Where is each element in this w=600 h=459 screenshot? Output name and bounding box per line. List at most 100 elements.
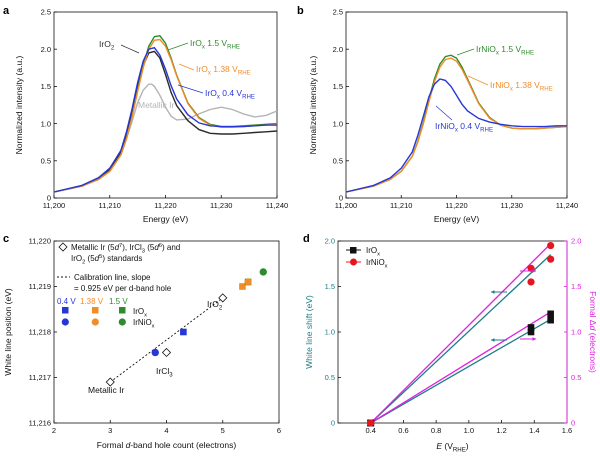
label-ircl3-part-0: IrCl	[156, 366, 169, 376]
y-tick-label: 0	[339, 194, 343, 203]
legend-irniox-circle	[91, 318, 99, 326]
x-tick-label: 11,240	[266, 201, 288, 210]
series-line-iro_mid	[53, 38, 278, 193]
label-iro-1-5v-part-1: x	[202, 44, 205, 51]
label-metallic-ir: Metallic Ir	[88, 385, 125, 395]
y-right-axis-label-part-2: (electrons)	[588, 330, 598, 373]
legend-standards-line2-part-5: ) standards	[102, 254, 142, 263]
irniox-point	[151, 348, 159, 357]
legend-calibration-line1: Calibration line, slope	[74, 273, 151, 282]
x-tick-label: 11,230	[210, 201, 232, 210]
iro-point	[180, 328, 187, 336]
legend-standards-line2-part-0: IrO	[71, 254, 82, 263]
pointer-irniox-1-5v	[456, 48, 475, 56]
y-axis-label: Normalized intensity (a.u.)	[14, 55, 24, 154]
label-irniox-1-38v-part-1: x	[510, 86, 513, 93]
y-tick-label: 1.5	[325, 282, 335, 291]
label-metallic-ir: Metallic Ir	[138, 100, 175, 110]
x-axis-label-part-0: Formal	[97, 440, 126, 450]
legend-v-1-38: 1.38 V	[80, 297, 104, 306]
x-axis-label-part-0: E	[436, 441, 442, 451]
x-tick-label: 0.4	[365, 426, 375, 435]
arrow-left-top-head	[491, 290, 495, 294]
y-tick-label: 0.5	[333, 157, 343, 166]
y-right-tick-label: 0	[571, 419, 575, 428]
iro-point	[239, 283, 246, 290]
legend-calibration-line2: = 0.925 eV per d-band hole	[74, 284, 172, 293]
legend-irniox-label-part-0: IrNiO	[366, 258, 385, 267]
label-iro-1-5v-part-0: IrO	[190, 38, 202, 48]
y-right-axis-label-part-0: Formal Δ	[588, 291, 598, 326]
label-irniox-1-5v-part-1: x	[496, 50, 499, 57]
pointer-irniox-1-38v	[467, 75, 489, 86]
legend-standards-line1-part-5: (5	[145, 243, 155, 252]
legend-standards-line2-part-3: d	[95, 254, 100, 263]
y-axis-label: White line position (eV)	[3, 288, 13, 376]
panel-c-chart: 2 3 4 5 6 11,216 11,217 11,218 11,219 11,220 Metal…	[3, 237, 281, 450]
legend-standards-line1: Metallic Ir (5d7), IrCl3 (5d6) and	[71, 243, 180, 255]
y-tick-label: 0.5	[41, 157, 51, 166]
label-iro2-part-0: IrO	[99, 39, 111, 49]
y-tick-label: 1.0	[333, 119, 343, 128]
legend-irniox-marker	[350, 258, 357, 266]
x-tick-label: 11,210	[99, 201, 121, 210]
irniox-shift-point	[547, 241, 555, 250]
legend-standards-line1-part-1: d	[115, 243, 120, 252]
label-iro2: IrO2	[99, 39, 115, 52]
iro-shift-point	[527, 328, 535, 336]
iro-shift-point	[547, 316, 554, 324]
pointer-iro-1-38v	[178, 63, 195, 71]
legend-standards-line2-part-2: (5	[85, 254, 95, 263]
panel-b-chart: 11,200 11,210 11,220 11,230 11,240 0 0.5 1.0 1.5…	[308, 8, 578, 224]
panel-letter-b: b	[297, 5, 304, 17]
x-tick-label: 1.6	[562, 426, 572, 435]
x-tick-label: 11,210	[390, 201, 412, 210]
y-axis-label: White line shift (eV)	[304, 295, 314, 369]
label-iro2-part-0: IrO	[207, 299, 219, 309]
pointer-irniox-0-4v	[435, 105, 453, 121]
calibration-line	[109, 297, 224, 383]
label-irniox-1-5v-part-0: IrNiO	[476, 44, 496, 54]
y-tick-label: 2.0	[333, 45, 343, 54]
x-tick-label: 1.4	[529, 426, 539, 435]
y-tick-label: 1.5	[41, 82, 51, 91]
panel-a-chart: 11,200 11,210 11,220 11,230 11,240 0 0.5 1.0 1.5…	[14, 8, 288, 224]
y-right-tick-label: 1.0	[571, 328, 581, 337]
y-right-tick-label: 0.5	[571, 373, 581, 382]
y-tick-label: 0	[47, 194, 51, 203]
y-tick-label: 2.5	[333, 8, 343, 17]
label-iro-0-4v-part-3: RHE	[242, 94, 255, 101]
x-tick-label: 0.8	[431, 426, 441, 435]
label-metallic-ir-part-0: Metallic Ir	[88, 385, 125, 395]
x-tick-label: 11,220	[154, 201, 176, 210]
x-axis-label-part-2: RHE	[453, 447, 466, 454]
y-tick-label: 1.0	[325, 328, 335, 337]
legend-iro-row-part-1: x	[144, 313, 147, 319]
label-irniox-1-5v-part-2: 1.5 V	[499, 44, 522, 54]
label-irniox-0-4v-part-3: RHE	[480, 127, 493, 134]
label-irniox-0-4v: IrNiOx 0.4 VRHE	[435, 121, 493, 134]
label-irniox-0-4v-part-2: 0.4 V	[458, 121, 481, 131]
x-tick-label: 11,200	[335, 201, 357, 210]
standard-marker	[218, 293, 228, 303]
legend-standards-line1-part-3: ), IrCl	[122, 243, 142, 252]
label-iro-0-4v: IrOx 0.4 VRHE	[205, 88, 255, 101]
legend-irniox-row: IrNiOx	[133, 318, 155, 330]
label-iro-1-38v-part-1: x	[208, 70, 211, 77]
label-iro-0-4v-part-0: IrO	[205, 88, 217, 98]
legend-standards-line1-part-7: 6	[159, 243, 162, 249]
label-irniox-1-38v-part-3: RHE	[540, 86, 553, 93]
legend-irniox-label: IrNiOx	[366, 258, 388, 270]
fit-line-mag_top	[370, 243, 552, 424]
label-iro2: IrO2	[207, 299, 223, 312]
legend-iro-square	[62, 307, 69, 314]
y-tick-label: 11,220	[29, 237, 51, 246]
label-irniox-1-5v: IrNiOx 1.5 VRHE	[476, 44, 534, 57]
y-tick-label: 0	[331, 419, 335, 428]
x-tick-label: 5	[221, 426, 225, 435]
legend-standards-line1-part-6: d	[154, 243, 159, 252]
series-line-niox_low	[345, 78, 567, 193]
legend-standards-line1-part-0: Metallic Ir (5	[71, 243, 115, 252]
x-tick-label: 11,220	[445, 201, 467, 210]
label-irniox-1-5v-part-3: RHE	[521, 50, 534, 57]
